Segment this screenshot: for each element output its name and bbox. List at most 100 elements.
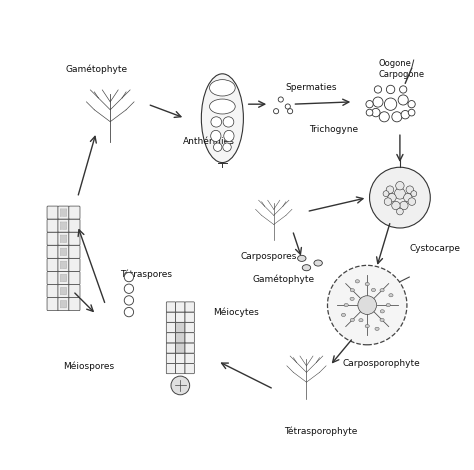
FancyBboxPatch shape <box>166 312 176 322</box>
Ellipse shape <box>365 324 369 328</box>
Ellipse shape <box>380 289 384 292</box>
Text: Tétraspores: Tétraspores <box>119 270 172 280</box>
Circle shape <box>358 296 376 314</box>
Text: Oogone
Carpogone: Oogone Carpogone <box>379 59 425 79</box>
FancyBboxPatch shape <box>47 206 58 219</box>
Circle shape <box>373 97 383 107</box>
FancyBboxPatch shape <box>58 284 69 298</box>
Text: Trichogyne: Trichogyne <box>309 125 358 134</box>
FancyBboxPatch shape <box>185 322 194 333</box>
Circle shape <box>408 109 415 116</box>
FancyBboxPatch shape <box>69 284 80 298</box>
Text: Gamétophyte: Gamétophyte <box>65 64 128 74</box>
Text: Spermaties: Spermaties <box>285 83 337 92</box>
Circle shape <box>124 296 134 305</box>
FancyBboxPatch shape <box>176 312 185 322</box>
FancyBboxPatch shape <box>58 232 69 245</box>
Ellipse shape <box>380 318 384 321</box>
Ellipse shape <box>210 130 221 141</box>
Ellipse shape <box>389 294 393 297</box>
FancyBboxPatch shape <box>58 272 69 284</box>
Ellipse shape <box>298 255 306 261</box>
FancyBboxPatch shape <box>60 287 67 295</box>
Circle shape <box>288 109 292 114</box>
Circle shape <box>397 208 403 215</box>
Ellipse shape <box>213 143 222 151</box>
Ellipse shape <box>350 297 354 300</box>
FancyBboxPatch shape <box>69 272 80 284</box>
FancyBboxPatch shape <box>58 298 69 311</box>
Circle shape <box>372 109 380 117</box>
Circle shape <box>408 101 415 108</box>
Circle shape <box>392 112 402 122</box>
FancyBboxPatch shape <box>60 300 67 308</box>
Ellipse shape <box>380 310 384 313</box>
Text: Anthéridies: Anthéridies <box>182 137 235 146</box>
Text: Carposporophyte: Carposporophyte <box>342 359 420 368</box>
Circle shape <box>401 110 410 119</box>
Ellipse shape <box>386 304 390 307</box>
FancyBboxPatch shape <box>166 353 176 363</box>
FancyBboxPatch shape <box>185 364 194 374</box>
Circle shape <box>411 191 417 196</box>
Circle shape <box>384 98 397 110</box>
Circle shape <box>392 201 400 210</box>
Ellipse shape <box>341 313 346 317</box>
FancyBboxPatch shape <box>176 322 185 333</box>
FancyBboxPatch shape <box>69 258 80 271</box>
FancyBboxPatch shape <box>69 232 80 245</box>
FancyBboxPatch shape <box>185 353 194 363</box>
Text: Gamétophyte: Gamétophyte <box>252 274 314 284</box>
FancyBboxPatch shape <box>47 272 58 284</box>
Circle shape <box>374 86 382 93</box>
Ellipse shape <box>359 319 363 322</box>
FancyBboxPatch shape <box>69 298 80 311</box>
FancyBboxPatch shape <box>47 232 58 245</box>
Circle shape <box>383 191 389 196</box>
Ellipse shape <box>210 79 235 96</box>
Circle shape <box>406 186 414 194</box>
Circle shape <box>384 198 392 205</box>
FancyBboxPatch shape <box>69 219 80 232</box>
FancyBboxPatch shape <box>166 364 176 374</box>
Circle shape <box>408 198 416 205</box>
FancyBboxPatch shape <box>185 312 194 322</box>
Ellipse shape <box>371 288 375 291</box>
Circle shape <box>396 181 404 190</box>
FancyBboxPatch shape <box>166 322 176 333</box>
FancyBboxPatch shape <box>185 333 194 343</box>
FancyBboxPatch shape <box>176 353 185 363</box>
FancyBboxPatch shape <box>47 284 58 298</box>
Circle shape <box>285 104 291 109</box>
Ellipse shape <box>350 318 355 321</box>
FancyBboxPatch shape <box>185 302 194 312</box>
Circle shape <box>400 86 407 93</box>
Ellipse shape <box>356 280 359 283</box>
FancyBboxPatch shape <box>176 364 185 374</box>
Text: Cystocarpe: Cystocarpe <box>409 244 460 253</box>
FancyBboxPatch shape <box>47 219 58 232</box>
Ellipse shape <box>224 130 234 141</box>
Ellipse shape <box>223 117 234 127</box>
Circle shape <box>388 194 396 202</box>
Circle shape <box>394 188 405 199</box>
Ellipse shape <box>365 282 369 286</box>
FancyBboxPatch shape <box>60 209 67 216</box>
Text: Tétrasporophyte: Tétrasporophyte <box>284 427 357 436</box>
Circle shape <box>379 112 389 122</box>
Circle shape <box>398 95 408 105</box>
Circle shape <box>328 266 407 345</box>
Circle shape <box>366 109 373 116</box>
Ellipse shape <box>314 260 322 266</box>
FancyBboxPatch shape <box>60 261 67 269</box>
Ellipse shape <box>223 143 231 151</box>
Circle shape <box>124 284 134 293</box>
Ellipse shape <box>375 327 379 330</box>
FancyBboxPatch shape <box>47 298 58 311</box>
FancyBboxPatch shape <box>58 258 69 271</box>
Circle shape <box>124 273 134 282</box>
FancyBboxPatch shape <box>166 302 176 312</box>
FancyBboxPatch shape <box>166 343 176 353</box>
Circle shape <box>273 109 279 114</box>
FancyBboxPatch shape <box>69 245 80 258</box>
